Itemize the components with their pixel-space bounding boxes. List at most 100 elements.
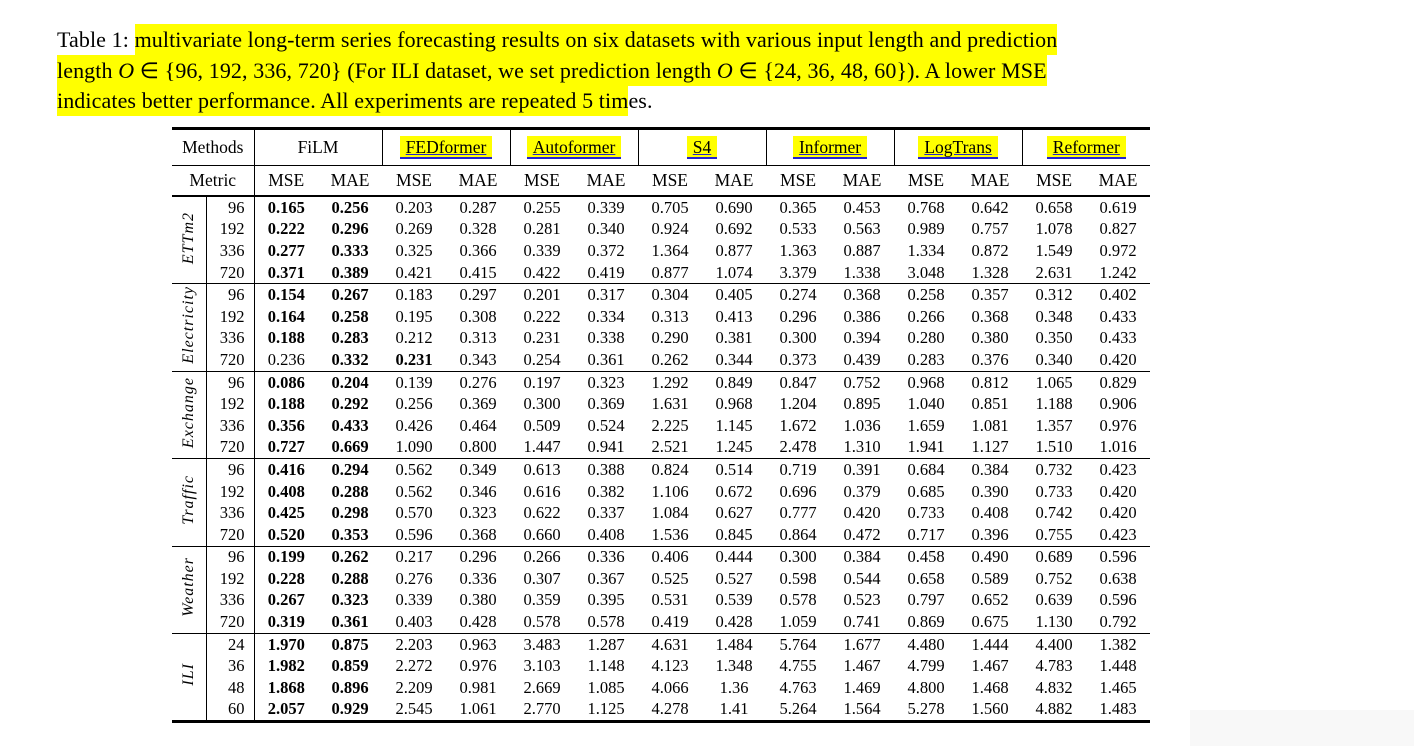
value-cell: 1.560	[971, 699, 1009, 719]
method-name-film: FiLM	[297, 137, 339, 157]
value-cell: 0.847	[779, 372, 817, 392]
method-name-fedformer[interactable]: FEDformer	[399, 136, 493, 159]
value-cell: 1.245	[715, 437, 753, 457]
method-name-informer[interactable]: Informer	[792, 136, 868, 159]
pred-length-cell: 48	[206, 677, 255, 699]
method-name-autoformer[interactable]: Autoformer	[526, 136, 622, 159]
pred-length-cell: 336	[206, 414, 255, 437]
value-cell: 0.989	[907, 219, 945, 239]
table-row: Electricity 96 0.154 0.267 0.183 0.297 0.201 0.…	[172, 283, 1150, 372]
value-cell: 1.074	[715, 262, 753, 282]
value-cell: 0.906	[1099, 394, 1137, 414]
pred-length-cell: 720	[206, 349, 255, 372]
value-cell: 1.536	[651, 524, 689, 544]
value-cell: 0.188	[267, 394, 305, 414]
value-cell: 0.845	[715, 524, 753, 544]
value-cell: 0.812	[971, 372, 1009, 392]
value-cell: 0.696	[779, 481, 817, 501]
value-cell: 0.757	[971, 219, 1009, 239]
value-cell: 0.312	[1035, 285, 1073, 305]
value-cell: 0.976	[459, 656, 497, 676]
value-cell: 3.379	[779, 262, 817, 282]
method-header-autoformer: Autoformer	[510, 128, 639, 166]
value-cell: 0.420	[1099, 503, 1137, 523]
section-weather: Weather 96 0.199 0.262 0.217 0.296 0.266 0.336 0…	[172, 546, 1151, 634]
mae-header: MAE	[330, 170, 370, 190]
caption-prefix: Table 1:	[57, 27, 135, 52]
value-cell: 0.183	[395, 285, 433, 305]
method-header-informer: Informer	[766, 128, 895, 166]
value-cell: 0.490	[971, 547, 1009, 567]
table-row: ETTm2 96 0.165 0.256 0.203 0.287 0.255 0.339 0.7…	[172, 196, 1150, 284]
value-cell: 0.217	[395, 547, 433, 567]
value-cell: 0.619	[1099, 197, 1137, 217]
value-cell: 0.439	[843, 349, 881, 369]
value-cell: 2.057	[267, 699, 305, 719]
dataset-label-text: Weather	[179, 557, 197, 618]
method-header-logtrans: LogTrans	[894, 128, 1023, 166]
mae-header: MAE	[970, 170, 1010, 190]
value-cell: 0.425	[267, 503, 305, 523]
value-cell: 1.188	[1035, 394, 1073, 414]
value-cell: 1.467	[843, 656, 881, 676]
value-cell: 0.372	[587, 240, 625, 260]
value-cell: 0.539	[715, 590, 753, 610]
dataset-label-exchange: Exchange	[172, 371, 207, 459]
value-cell: 0.368	[843, 285, 881, 305]
method-name-logtrans[interactable]: LogTrans	[918, 136, 998, 159]
dataset-label-ettm2: ETTm2	[172, 196, 207, 284]
corner-overlay	[1190, 710, 1414, 746]
value-cell: 0.684	[907, 459, 945, 479]
mae-header: MAE	[842, 170, 882, 190]
value-cell: 0.929	[331, 699, 369, 719]
value-cell: 0.376	[971, 349, 1009, 369]
value-cell: 0.382	[587, 481, 625, 501]
table-row: 192 0.164 0.258 0.195 0.308 0.222 0.334 0.313 0.…	[172, 305, 1150, 328]
value-cell: 0.332	[331, 349, 369, 369]
value-cell: 0.296	[779, 306, 817, 326]
value-cell: 0.420	[1099, 349, 1137, 369]
value-cell: 0.658	[1035, 197, 1073, 217]
method-name-s4[interactable]: S4	[686, 136, 718, 159]
value-cell: 0.340	[587, 219, 625, 239]
value-cell: 4.800	[907, 677, 945, 697]
value-cell: 0.368	[459, 524, 497, 544]
value-cell: 0.339	[587, 197, 625, 217]
method-name-reformer[interactable]: Reformer	[1046, 136, 1126, 159]
value-cell: 0.851	[971, 394, 1009, 414]
value-cell: 0.384	[843, 547, 881, 567]
value-cell: 0.444	[715, 547, 753, 567]
value-cell: 0.827	[1099, 219, 1137, 239]
pred-length-cell: 192	[206, 568, 255, 590]
pred-length-cell: 336	[206, 327, 255, 350]
table-row: 192 0.408 0.288 0.562 0.346 0.616 0.382 1.106 0.…	[172, 480, 1150, 503]
value-cell: 0.373	[779, 349, 817, 369]
value-cell: 0.371	[267, 262, 305, 282]
value-cell: 1.084	[651, 503, 689, 523]
value-cell: 0.323	[587, 372, 625, 392]
value-cell: 4.763	[779, 677, 817, 697]
method-header-fedformer: FEDformer	[382, 128, 511, 166]
value-cell: 0.262	[651, 349, 689, 369]
value-cell: 1.061	[459, 699, 497, 719]
value-cell: 0.692	[715, 219, 753, 239]
value-cell: 0.298	[331, 503, 369, 523]
value-cell: 0.300	[779, 547, 817, 567]
value-cell: 1.106	[651, 481, 689, 501]
value-cell: 1.065	[1035, 372, 1073, 392]
value-cell: 2.203	[395, 634, 433, 654]
value-cell: 0.188	[267, 328, 305, 348]
pred-length-cell: 720	[206, 611, 255, 634]
value-cell: 0.859	[331, 656, 369, 676]
value-cell: 0.877	[715, 240, 753, 260]
value-cell: 0.277	[267, 240, 305, 260]
mse-header: MSE	[908, 170, 945, 190]
value-cell: 0.380	[971, 328, 1009, 348]
value-cell: 0.717	[907, 524, 945, 544]
method-header-film: FiLM	[254, 128, 383, 166]
value-cell: 0.596	[1099, 590, 1137, 610]
value-cell: 0.296	[331, 219, 369, 239]
value-cell: 0.768	[907, 197, 945, 217]
value-cell: 1.040	[907, 394, 945, 414]
value-cell: 2.272	[395, 656, 433, 676]
